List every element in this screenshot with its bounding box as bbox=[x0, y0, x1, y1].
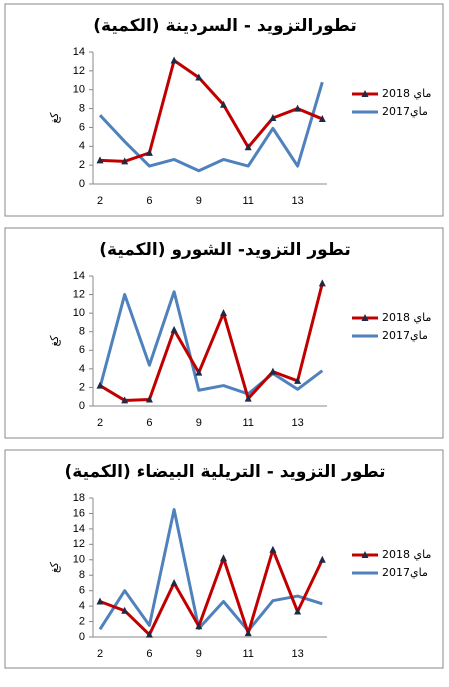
legend-label: ماي2017 bbox=[382, 566, 428, 579]
y-tick-label: 0 bbox=[79, 631, 85, 643]
chart: تطور التزويد - التريلية البيضاء (الكمية)… bbox=[4, 449, 444, 669]
x-tick-label: 6 bbox=[146, 195, 152, 207]
marker bbox=[96, 597, 104, 605]
y-axis-label: كغ bbox=[49, 335, 61, 347]
chart: تطور التزويد- الشورو (الكمية)02468101214… bbox=[4, 227, 444, 439]
x-tick-label: 13 bbox=[291, 195, 303, 207]
x-tick-label: 2 bbox=[97, 195, 103, 207]
y-tick-label: 6 bbox=[79, 585, 85, 597]
y-tick-label: 8 bbox=[79, 326, 85, 338]
marker bbox=[145, 395, 153, 403]
chart-frame bbox=[4, 3, 444, 217]
y-tick-label: 12 bbox=[73, 538, 85, 550]
legend-marker bbox=[361, 90, 369, 97]
x-tick-label: 2 bbox=[97, 417, 103, 429]
marker bbox=[121, 157, 129, 165]
legend-label: ماي2017 bbox=[382, 329, 428, 342]
marker bbox=[269, 114, 277, 121]
marker bbox=[220, 100, 227, 108]
y-tick-label: 14 bbox=[73, 270, 85, 282]
series-line bbox=[98, 290, 324, 396]
chart: تطورالتزويد - السردينة (الكمية)024681012… bbox=[4, 3, 444, 217]
x-tick-label: 6 bbox=[146, 648, 152, 660]
y-tick-label: 10 bbox=[73, 84, 85, 96]
legend-label: ماي2017 bbox=[382, 105, 428, 118]
y-tick-label: 8 bbox=[79, 102, 85, 114]
marker bbox=[269, 367, 277, 375]
x-tick-label: 2 bbox=[97, 648, 103, 660]
y-tick-label: 14 bbox=[73, 523, 85, 535]
marker bbox=[294, 607, 302, 615]
marker bbox=[195, 622, 203, 630]
series-line bbox=[99, 283, 324, 402]
series-line bbox=[98, 81, 324, 173]
marker bbox=[170, 578, 178, 586]
x-tick-label: 9 bbox=[196, 648, 202, 660]
marker bbox=[121, 606, 129, 614]
marker bbox=[145, 630, 153, 638]
x-tick-label: 13 bbox=[291, 648, 303, 660]
marker bbox=[220, 309, 227, 317]
y-tick-label: 0 bbox=[79, 178, 85, 190]
series-line bbox=[99, 548, 324, 637]
marker bbox=[318, 114, 326, 122]
series-line bbox=[99, 58, 323, 163]
marker bbox=[244, 629, 252, 637]
chart-title: تطور التزويد- الشورو (الكمية) bbox=[99, 240, 351, 260]
marker bbox=[220, 554, 227, 562]
marker bbox=[318, 555, 326, 563]
marker bbox=[318, 279, 326, 287]
y-tick-label: 6 bbox=[79, 121, 85, 133]
marker bbox=[145, 148, 153, 156]
marker bbox=[170, 56, 178, 64]
y-axis-label: كغ bbox=[49, 112, 61, 124]
y-tick-label: 4 bbox=[79, 363, 85, 375]
marker bbox=[294, 376, 302, 384]
y-tick-label: 10 bbox=[73, 307, 85, 319]
y-tick-label: 8 bbox=[79, 569, 85, 581]
chart-frame bbox=[4, 227, 444, 439]
legend-marker bbox=[361, 314, 369, 321]
x-tick-label: 11 bbox=[242, 417, 253, 429]
y-axis-label: كغ bbox=[49, 561, 61, 573]
chart-title: تطور التزويد - التريلية البيضاء (الكمية) bbox=[64, 462, 385, 482]
marker bbox=[244, 143, 252, 151]
legend-label: ماي 2018 bbox=[382, 311, 431, 324]
y-tick-label: 14 bbox=[73, 46, 85, 58]
marker bbox=[121, 396, 129, 404]
y-tick-label: 10 bbox=[73, 554, 85, 566]
marker bbox=[269, 545, 277, 553]
y-tick-label: 2 bbox=[79, 159, 85, 171]
legend-label: ماي 2018 bbox=[382, 87, 431, 100]
y-tick-label: 12 bbox=[73, 288, 85, 300]
legend-label: ماي 2018 bbox=[382, 548, 431, 561]
series-line bbox=[98, 508, 323, 633]
y-tick-label: 4 bbox=[79, 140, 85, 152]
y-tick-label: 2 bbox=[79, 381, 85, 393]
x-tick-label: 11 bbox=[242, 195, 253, 207]
y-tick-label: 16 bbox=[73, 507, 85, 519]
marker bbox=[244, 394, 252, 402]
y-tick-label: 0 bbox=[79, 400, 85, 412]
legend-marker bbox=[361, 551, 369, 558]
x-tick-label: 13 bbox=[291, 417, 303, 429]
x-tick-label: 9 bbox=[196, 195, 202, 207]
marker bbox=[170, 325, 178, 333]
x-tick-label: 11 bbox=[242, 648, 253, 660]
x-tick-label: 9 bbox=[196, 417, 202, 429]
marker bbox=[96, 381, 104, 389]
y-tick-label: 18 bbox=[73, 492, 85, 504]
y-tick-label: 2 bbox=[79, 615, 85, 627]
y-tick-label: 4 bbox=[79, 600, 85, 612]
marker bbox=[294, 104, 302, 112]
marker bbox=[96, 156, 104, 164]
chart-title: تطورالتزويد - السردينة (الكمية) bbox=[93, 16, 356, 36]
marker bbox=[195, 368, 203, 376]
x-tick-label: 6 bbox=[146, 417, 152, 429]
marker bbox=[195, 73, 203, 81]
y-tick-label: 6 bbox=[79, 344, 85, 356]
y-tick-label: 12 bbox=[73, 65, 85, 77]
